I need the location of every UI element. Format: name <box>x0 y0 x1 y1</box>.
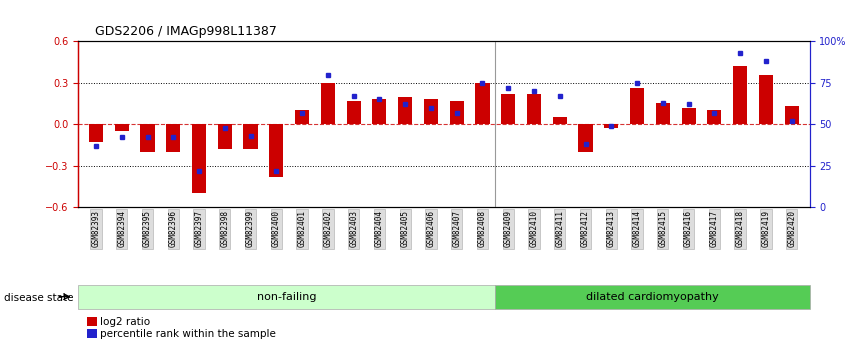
Bar <box>527 94 541 124</box>
Text: GSM82394: GSM82394 <box>117 210 126 247</box>
Text: GSM82405: GSM82405 <box>401 210 410 247</box>
Text: GSM82417: GSM82417 <box>710 210 719 247</box>
Text: GSM82407: GSM82407 <box>452 210 462 247</box>
Text: GSM82418: GSM82418 <box>735 210 745 247</box>
Bar <box>553 117 567 124</box>
Bar <box>733 66 747 124</box>
Text: GSM82396: GSM82396 <box>169 210 178 247</box>
Bar <box>320 83 335 124</box>
Bar <box>785 106 798 124</box>
Bar <box>295 110 309 124</box>
Bar <box>398 97 412 124</box>
Bar <box>604 124 618 128</box>
Text: GSM82399: GSM82399 <box>246 210 255 247</box>
Text: GSM82410: GSM82410 <box>529 210 539 247</box>
Bar <box>708 110 721 124</box>
Text: percentile rank within the sample: percentile rank within the sample <box>100 329 276 338</box>
Bar <box>372 99 386 124</box>
Bar <box>346 101 361 124</box>
Bar <box>423 99 438 124</box>
Bar <box>114 124 129 131</box>
Bar <box>759 75 773 124</box>
Text: log2 ratio: log2 ratio <box>100 317 151 326</box>
Bar <box>89 124 103 142</box>
Bar <box>166 124 180 152</box>
Text: GSM82397: GSM82397 <box>195 210 204 247</box>
Text: GSM82414: GSM82414 <box>632 210 642 247</box>
Text: GSM82402: GSM82402 <box>323 210 333 247</box>
Text: GSM82411: GSM82411 <box>555 210 565 247</box>
Text: non-failing: non-failing <box>257 292 316 302</box>
Text: dilated cardiomyopathy: dilated cardiomyopathy <box>586 292 719 302</box>
Bar <box>630 88 644 124</box>
Text: GSM82415: GSM82415 <box>658 210 668 247</box>
Text: GSM82416: GSM82416 <box>684 210 693 247</box>
Bar <box>243 124 258 149</box>
Text: GSM82398: GSM82398 <box>220 210 229 247</box>
Text: GSM82400: GSM82400 <box>272 210 281 247</box>
Bar <box>192 124 206 193</box>
Bar <box>578 124 592 152</box>
Text: GSM82401: GSM82401 <box>298 210 307 247</box>
Text: GSM82408: GSM82408 <box>478 210 487 247</box>
Bar <box>501 94 515 124</box>
Bar <box>449 101 464 124</box>
Text: GSM82409: GSM82409 <box>504 210 513 247</box>
Text: GSM82403: GSM82403 <box>349 210 359 247</box>
Text: GSM82413: GSM82413 <box>607 210 616 247</box>
Text: GSM82393: GSM82393 <box>92 210 100 247</box>
Bar <box>269 124 283 177</box>
Text: GSM82419: GSM82419 <box>761 210 771 247</box>
Text: GSM82395: GSM82395 <box>143 210 152 247</box>
Text: GSM82404: GSM82404 <box>375 210 384 247</box>
Bar <box>475 83 489 124</box>
Text: GSM82420: GSM82420 <box>787 210 796 247</box>
Bar <box>656 104 670 124</box>
Text: disease state: disease state <box>4 294 74 303</box>
Text: GSM82406: GSM82406 <box>426 210 436 247</box>
Text: GSM82412: GSM82412 <box>581 210 590 247</box>
Bar <box>217 124 232 149</box>
Bar <box>682 108 695 124</box>
Bar <box>140 124 155 152</box>
Text: GDS2206 / IMAGp998L11387: GDS2206 / IMAGp998L11387 <box>95 25 277 38</box>
